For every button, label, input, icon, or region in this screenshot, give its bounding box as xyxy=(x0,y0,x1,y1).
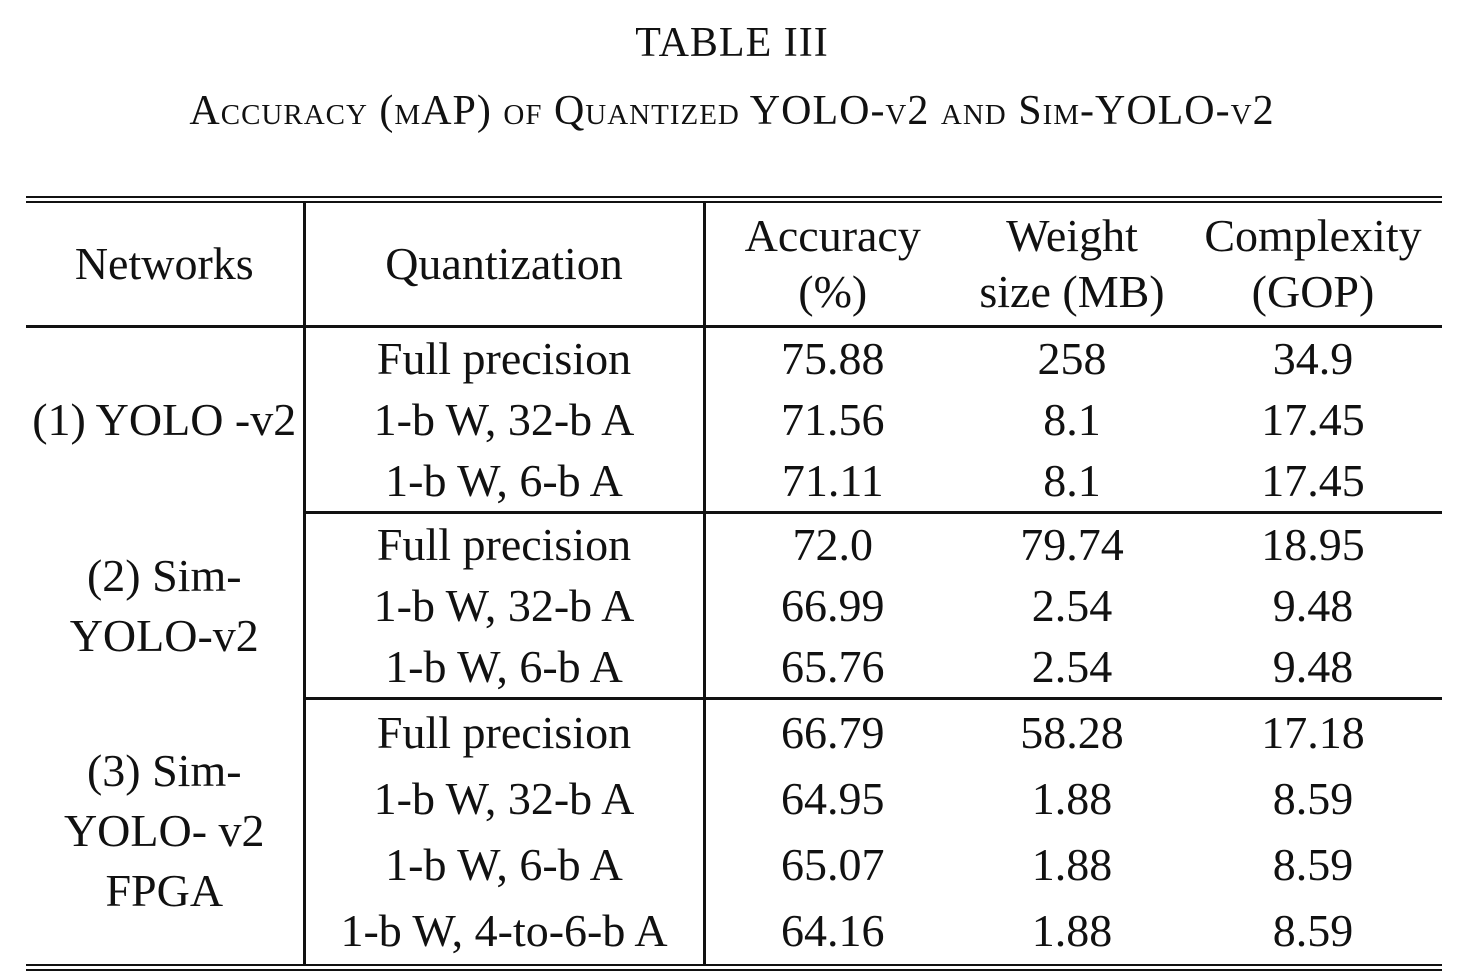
header-weight-line1: Weight xyxy=(1006,210,1138,261)
group-sim-yolo-v2-fpga: (3) Sim- YOLO- v2 FPGA Full precision 66… xyxy=(26,698,1442,968)
quantization-cell: 1-b W, 32-b A xyxy=(304,766,706,832)
table-row: (1) YOLO -v2 Full precision 75.88 258 34… xyxy=(26,326,1442,513)
weight-size-cell: 1.88 xyxy=(1031,773,1113,824)
quantization-cell: 1-b W, 6-b A xyxy=(304,832,706,898)
accuracy-cell: 72.0 xyxy=(792,519,874,570)
table-row: 1-b W, 32-b A 66.99 2.54 9.48 xyxy=(26,575,1442,636)
results-table: Networks Quantization Accuracy (%) Weigh… xyxy=(26,196,1442,971)
network-name-cell: (1) YOLO -v2 xyxy=(26,326,306,513)
network-name-cell: (2) Sim- YOLO-v2 xyxy=(26,512,306,699)
quantization-cell: 1-b W, 32-b A xyxy=(304,389,706,450)
weight-size-cell: 8.1 xyxy=(1043,394,1101,445)
complexity-cell: 8.59 xyxy=(1272,839,1354,890)
accuracy-cell: 75.88 xyxy=(781,333,885,384)
complexity-cell: 18.95 xyxy=(1261,519,1365,570)
table-row: 1-b W, 32-b A 71.56 8.1 17.45 xyxy=(26,389,1442,450)
table-row: 1-b W, 6-b A 65.07 1.88 8.59 xyxy=(26,832,1442,898)
header-accuracy-line1: Accuracy xyxy=(744,210,921,261)
weight-size-cell: 58.28 xyxy=(1020,707,1124,758)
accuracy-cell: 65.76 xyxy=(704,636,960,700)
complexity-cell: 17.18 xyxy=(1261,707,1365,758)
table-number: TABLE III xyxy=(635,20,829,66)
header-complexity-line2: (GOP) xyxy=(1251,266,1375,317)
complexity-cell: 8.59 xyxy=(1272,773,1354,824)
weight-size-cell: 79.74 xyxy=(1020,519,1124,570)
group-sim-yolo-v2: (2) Sim- YOLO-v2 Full precision 72.0 79.… xyxy=(26,512,1442,700)
table-row: 1-b W, 4-to-6-b A 64.16 1.88 8.59 xyxy=(26,898,1442,968)
header-networks: Networks xyxy=(26,199,306,328)
complexity-cell: 34.9 xyxy=(1272,333,1354,384)
complexity-cell: 9.48 xyxy=(1272,580,1354,631)
accuracy-cell: 66.79 xyxy=(781,707,885,758)
quantization-cell: 1-b W, 6-b A xyxy=(304,636,706,700)
quantization-cell: 1-b W, 32-b A xyxy=(304,575,706,636)
quantization-cell: 1-b W, 4-to-6-b A xyxy=(304,898,706,968)
weight-size-cell: 2.54 xyxy=(960,636,1184,700)
complexity-cell: 17.45 xyxy=(1184,450,1442,514)
table-row: 1-b W, 32-b A 64.95 1.88 8.59 xyxy=(26,766,1442,832)
header-row: Networks Quantization Accuracy (%) Weigh… xyxy=(26,199,1442,328)
weight-size-cell: 1.88 xyxy=(1031,905,1113,956)
header-accuracy-line2: (%) xyxy=(798,266,868,317)
accuracy-cell: 71.11 xyxy=(704,450,960,514)
table-row: (3) Sim- YOLO- v2 FPGA Full precision 66… xyxy=(26,698,1442,968)
accuracy-cell: 64.16 xyxy=(781,905,885,956)
weight-size-cell: 8.1 xyxy=(960,450,1184,514)
header-weight-line2: size (MB) xyxy=(979,266,1165,317)
weight-size-cell: 1.88 xyxy=(1031,839,1113,890)
quantization-cell: Full precision xyxy=(304,326,706,389)
header-complexity: Complexity (GOP) xyxy=(1184,199,1442,328)
complexity-cell: 8.59 xyxy=(1272,905,1354,956)
accuracy-cell: 64.95 xyxy=(781,773,885,824)
weight-size-cell: 258 xyxy=(1037,333,1107,384)
group-yolo-v2: (1) YOLO -v2 Full precision 75.88 258 34… xyxy=(26,326,1442,514)
quantization-cell: Full precision xyxy=(304,512,706,575)
quantization-cell: Full precision xyxy=(304,698,706,766)
table-row: 1-b W, 6-b A 65.76 2.54 9.48 xyxy=(26,636,1442,700)
header-weight-size: Weight size (MB) xyxy=(960,199,1184,328)
accuracy-cell: 65.07 xyxy=(781,839,885,890)
weight-size-cell: 2.54 xyxy=(1031,580,1113,631)
table-title: Accuracy (mAP) of Quantized YOLO-v2 and … xyxy=(189,88,1275,134)
header-quantization: Quantization xyxy=(304,199,706,328)
table-row: (2) Sim- YOLO-v2 Full precision 72.0 79.… xyxy=(26,512,1442,699)
complexity-cell: 9.48 xyxy=(1184,636,1442,700)
quantization-cell: 1-b W, 6-b A xyxy=(304,450,706,514)
header-complexity-line1: Complexity xyxy=(1204,210,1422,261)
network-name-cell: (3) Sim- YOLO- v2 FPGA xyxy=(26,698,306,968)
table-header: Networks Quantization Accuracy (%) Weigh… xyxy=(26,199,1442,328)
accuracy-cell: 66.99 xyxy=(781,580,885,631)
header-accuracy: Accuracy (%) xyxy=(704,199,960,328)
accuracy-cell: 71.56 xyxy=(781,394,885,445)
complexity-cell: 17.45 xyxy=(1261,394,1365,445)
results-table-container: Networks Quantization Accuracy (%) Weigh… xyxy=(26,196,1442,971)
table-row: 1-b W, 6-b A 71.11 8.1 17.45 xyxy=(26,450,1442,514)
